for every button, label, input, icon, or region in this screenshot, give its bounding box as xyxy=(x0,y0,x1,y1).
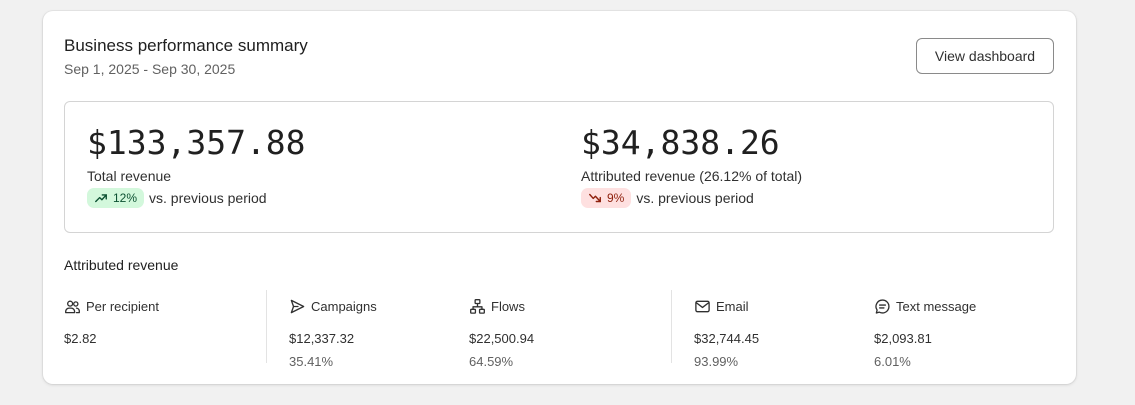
total-revenue-metric: $133,357.88 Total revenue 12% vs. previo… xyxy=(87,122,306,208)
stat-value: $2.82 xyxy=(64,331,97,346)
divider xyxy=(671,290,672,363)
trend-down-icon xyxy=(589,193,601,203)
stat-label: Email xyxy=(716,298,749,314)
stat-percent: 35.41% xyxy=(289,354,334,369)
stat-percent: 93.99% xyxy=(694,354,739,369)
card-title: Business performance summary xyxy=(64,36,308,55)
stat-label: Per recipient xyxy=(86,298,159,314)
view-dashboard-button[interactable]: View dashboard xyxy=(916,38,1054,74)
attributed-revenue-change: 9% vs. previous period xyxy=(581,188,802,208)
stat-value: $22,500.94 xyxy=(469,331,535,346)
change-percent: 12% xyxy=(113,191,138,205)
stat-text-message: Text message $2,093.81 6.01% xyxy=(874,297,977,370)
divider xyxy=(266,290,267,363)
stat-email: Email $32,744.45 93.99% xyxy=(694,297,760,370)
stat-label: Text message xyxy=(896,298,977,314)
stat-value: $32,744.45 xyxy=(694,331,760,346)
stat-label: Flows xyxy=(491,298,525,314)
attributed-revenue-heading: Attributed revenue xyxy=(64,257,179,273)
change-badge-down: 9% xyxy=(581,188,632,208)
attributed-revenue-metric: $34,838.26 Attributed revenue (26.12% of… xyxy=(581,122,802,208)
compare-text: vs. previous period xyxy=(636,190,754,206)
total-revenue-label: Total revenue xyxy=(87,168,172,184)
flow-icon xyxy=(470,298,485,314)
stat-percent: 64.59% xyxy=(469,354,514,369)
stat-label: Campaigns xyxy=(311,298,377,314)
people-icon xyxy=(65,300,80,313)
stat-per-recipient: Per recipient $2.82 xyxy=(64,297,159,347)
revenue-summary-box: $133,357.88 Total revenue 12% vs. previo… xyxy=(64,101,1054,233)
compare-text: vs. previous period xyxy=(149,190,267,206)
chat-icon xyxy=(875,298,890,314)
date-range: Sep 1, 2025 - Sep 30, 2025 xyxy=(64,61,236,77)
stat-percent: 6.01% xyxy=(874,354,911,369)
performance-summary-card: Business performance summary Sep 1, 2025… xyxy=(43,11,1076,384)
send-icon xyxy=(290,299,305,313)
mail-icon xyxy=(695,300,710,312)
total-revenue-change: 12% vs. previous period xyxy=(87,188,306,208)
stat-campaigns: Campaigns $12,337.32 35.41% xyxy=(289,297,377,370)
trend-up-icon xyxy=(95,194,107,203)
stat-flows: Flows $22,500.94 64.59% xyxy=(469,297,535,370)
attributed-revenue-value: $34,838.26 xyxy=(581,123,780,162)
change-badge-up: 12% xyxy=(87,188,145,208)
change-percent: 9% xyxy=(607,191,625,205)
stat-value: $2,093.81 xyxy=(874,331,932,346)
stat-value: $12,337.32 xyxy=(289,331,355,346)
total-revenue-value: $133,357.88 xyxy=(87,123,306,162)
attributed-revenue-label: Attributed revenue (26.12% of total) xyxy=(581,168,803,184)
